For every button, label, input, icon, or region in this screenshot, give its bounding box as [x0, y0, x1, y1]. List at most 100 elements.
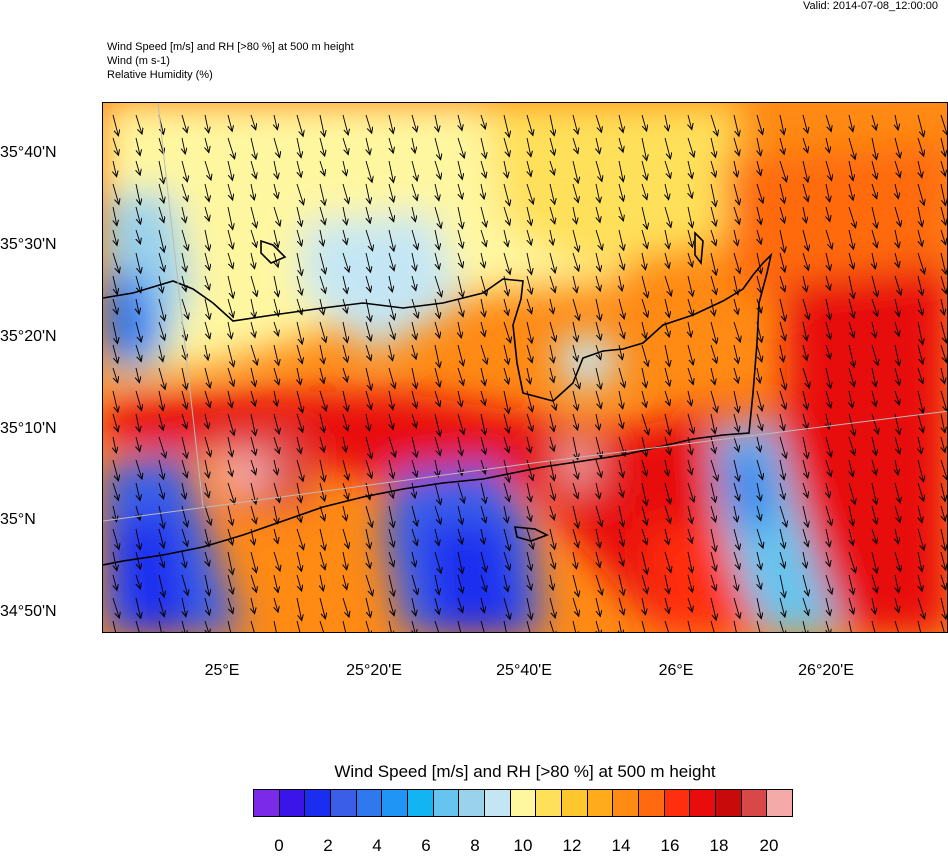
wind-arrow [228, 459, 232, 476]
wind-arrow [664, 620, 669, 632]
wind-arrow [849, 390, 853, 408]
wind-arrow [112, 390, 118, 412]
wind-arrow [802, 160, 808, 182]
wind-arrow [664, 206, 671, 227]
wind-arrow [136, 482, 140, 501]
wind-arrow [572, 413, 578, 430]
wind-arrow [319, 413, 324, 432]
wind-arrow [688, 505, 692, 524]
wind-arrow [504, 229, 508, 247]
wind-arrow [802, 229, 808, 251]
wind-arrow [618, 252, 624, 270]
wind-arrow [296, 551, 302, 571]
wind-arrow [480, 413, 485, 435]
wind-arrow [526, 413, 533, 431]
wind-arrow [734, 298, 738, 314]
wind-arrow [641, 620, 646, 632]
wind-arrow [227, 344, 234, 367]
wind-arrow [411, 229, 418, 250]
wind-arrow [550, 367, 554, 383]
header-line-2: Wind (m s-1) [107, 55, 170, 67]
wind-arrow [779, 436, 786, 458]
wind-arrow [779, 206, 785, 223]
wind-arrow [181, 574, 188, 595]
wind-arrow [273, 413, 279, 434]
wind-arrow [664, 298, 669, 317]
wind-arrow [641, 275, 648, 298]
lat-label-35-40: 35°40'N [0, 144, 57, 161]
wind-arrow [136, 574, 140, 589]
wind-arrow [641, 298, 648, 317]
wind-arrow [297, 436, 301, 454]
wind-arrow [618, 367, 625, 388]
wind-arrow [550, 229, 553, 245]
wind-arrow [848, 252, 854, 269]
colorbar-swatch-14 [613, 790, 640, 816]
wind-arrow [641, 436, 647, 456]
wind-arrow [918, 505, 922, 523]
wind-arrow [182, 206, 186, 223]
wind-arrow [733, 321, 740, 342]
header-line-1: Wind Speed [m/s] and RH [>80 %] at 500 m… [107, 41, 354, 53]
wind-arrow [205, 183, 209, 202]
wind-arrow [849, 183, 853, 200]
wind-arrow [435, 114, 439, 132]
wind-speed-map [103, 103, 947, 632]
wind-arrow [227, 597, 233, 614]
wind-arrow [756, 252, 761, 274]
wind-arrow [182, 252, 186, 272]
wind-arrow [113, 551, 117, 571]
wind-arrow [434, 206, 441, 228]
wind-arrow [320, 574, 323, 591]
wind-arrow [779, 321, 785, 341]
wind-arrow [434, 436, 440, 456]
wind-arrow [848, 367, 854, 387]
wind-arrow [251, 597, 255, 614]
wind-arrow [687, 620, 692, 632]
wind-arrow [296, 114, 303, 136]
wind-arrow [319, 252, 325, 274]
wind-arrow [642, 390, 646, 407]
wind-arrow [227, 505, 233, 525]
wind-arrow [826, 137, 829, 153]
colorbar-tick-2: 2 [323, 836, 333, 855]
wind-arrow [365, 367, 371, 390]
wind-arrow [503, 206, 510, 225]
wind-arrow [135, 597, 141, 618]
wind-arrow [803, 551, 806, 568]
wind-arrow [158, 229, 164, 252]
wind-arrow [619, 482, 623, 497]
wind-arrow [181, 298, 188, 319]
wind-arrow [894, 551, 901, 572]
wind-arrow [389, 275, 392, 292]
wind-arrow [596, 620, 600, 632]
wind-arrow [434, 344, 440, 368]
wind-arrow [710, 114, 718, 136]
wind-arrow [457, 229, 463, 248]
wind-arrow [871, 551, 877, 573]
wind-arrow [664, 390, 670, 406]
wind-arrow [687, 574, 693, 592]
wind-arrow [549, 275, 555, 293]
wind-arrow [733, 551, 740, 569]
wind-arrow [871, 275, 877, 297]
wind-arrow [113, 298, 117, 314]
wind-arrow [917, 620, 922, 632]
wind-arrow [388, 459, 393, 478]
wind-arrow [182, 482, 185, 499]
wind-arrow [757, 436, 760, 452]
wind-arrow [848, 597, 854, 614]
wind-arrow [733, 206, 740, 224]
wind-arrow [457, 482, 464, 503]
wind-arrow [848, 275, 854, 299]
wind-arrow [848, 482, 855, 504]
wind-arrow [802, 298, 809, 319]
wind-arrow [159, 620, 163, 632]
wind-arrow [435, 597, 439, 614]
wind-arrow [872, 321, 876, 338]
wind-arrow [181, 114, 187, 133]
wind-arrow [296, 528, 304, 550]
wind-arrow [296, 321, 302, 344]
wind-arrow [227, 413, 234, 435]
wind-arrow [527, 229, 531, 245]
